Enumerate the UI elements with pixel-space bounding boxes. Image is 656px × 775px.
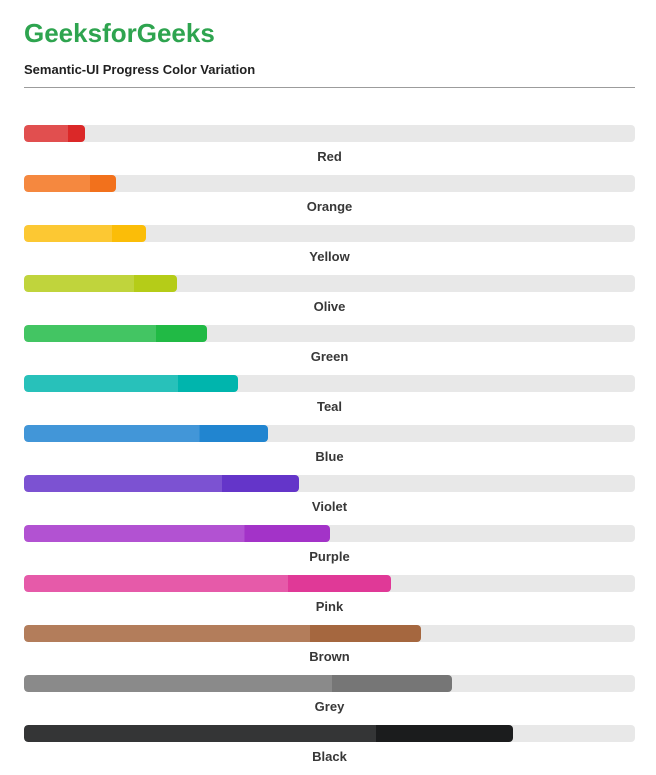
- progress-label: Olive: [313, 299, 346, 315]
- progress-label: Red: [317, 149, 342, 165]
- progress-label: Yellow: [309, 249, 350, 265]
- divider: [24, 87, 635, 89]
- progress-track: [24, 175, 635, 193]
- progress-label: Green: [310, 349, 349, 365]
- progress-fill: [24, 675, 452, 693]
- progress-fill: [24, 625, 422, 643]
- progress-track: [24, 425, 635, 443]
- progress-item: Green: [24, 325, 635, 375]
- progress-item: Teal: [24, 375, 635, 425]
- progress-track: [24, 475, 635, 493]
- progress-label: Orange: [306, 199, 353, 215]
- progress-fill: [24, 325, 208, 343]
- progress-fill: [24, 275, 177, 293]
- progress-fill: [24, 225, 147, 243]
- progress-track: [24, 725, 635, 743]
- progress-item: Olive: [24, 275, 635, 325]
- progress-label: Purple: [309, 549, 350, 565]
- progress-item: Black: [24, 725, 635, 775]
- progress-track: [24, 275, 635, 293]
- progress-fill: [24, 525, 330, 543]
- progress-label: Violet: [311, 499, 348, 515]
- progress-fill: [24, 175, 116, 193]
- progress-label: Brown: [309, 649, 350, 665]
- progress-track: [24, 525, 635, 543]
- progress-fill: [24, 475, 299, 493]
- progress-fill: [24, 575, 391, 593]
- progress-label: Pink: [315, 599, 344, 615]
- progress-label: Grey: [314, 699, 345, 715]
- progress-track: [24, 675, 635, 693]
- progress-track: [24, 325, 635, 343]
- progress-fill: [24, 375, 238, 393]
- progress-track: [24, 225, 635, 243]
- progress-item: Blue: [24, 425, 635, 475]
- progress-fill: [24, 425, 269, 443]
- page-title: GeeksforGeeks: [24, 18, 215, 48]
- progress-track: [24, 625, 635, 643]
- progress-track: [24, 125, 635, 143]
- progress-label: Black: [312, 749, 347, 765]
- progress-item: Grey: [24, 675, 635, 725]
- progress-fill: [24, 125, 86, 143]
- progress-label: Teal: [316, 399, 343, 415]
- progress-item: Red: [24, 125, 635, 175]
- progress-fill: [24, 725, 513, 743]
- progress-list: Red Orange Yellow Olive Green Teal: [24, 125, 635, 775]
- progress-item: Pink: [24, 575, 635, 625]
- progress-item: Purple: [24, 525, 635, 575]
- progress-item: Brown: [24, 625, 635, 675]
- page-subtitle: Semantic-UI Progress Color Variation: [24, 61, 256, 77]
- progress-track: [24, 575, 635, 593]
- progress-label: Blue: [315, 449, 344, 465]
- progress-item: Orange: [24, 175, 635, 225]
- progress-item: Yellow: [24, 225, 635, 275]
- progress-item: Violet: [24, 475, 635, 525]
- progress-track: [24, 375, 635, 393]
